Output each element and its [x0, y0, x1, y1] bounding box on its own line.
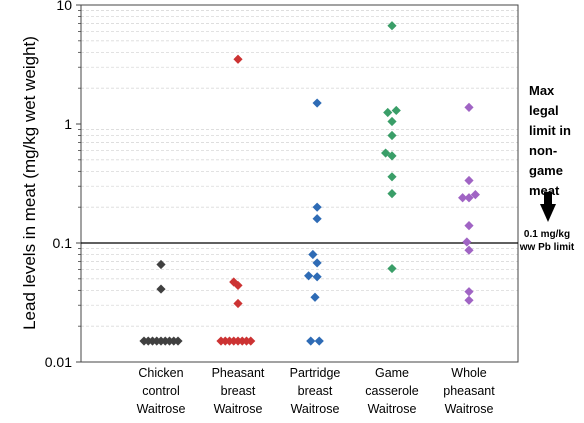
data-point	[312, 272, 322, 282]
x-category-label: Waitrose	[291, 402, 340, 416]
data-point	[387, 21, 397, 31]
data-point	[464, 287, 474, 297]
data-point	[173, 336, 183, 346]
data-point	[156, 259, 166, 270]
y-axis-label: Lead levels in meat (mg/kg wet weight)	[20, 36, 39, 330]
x-category-label: breast	[298, 384, 333, 398]
data-points	[139, 21, 480, 346]
x-category-label: Partridge	[290, 366, 341, 380]
data-point	[464, 175, 474, 186]
data-point	[464, 102, 474, 112]
x-category-label: Waitrose	[137, 402, 186, 416]
data-point	[462, 237, 472, 247]
data-point	[246, 336, 256, 346]
x-category-label: casserole	[365, 384, 419, 398]
data-point	[312, 98, 322, 108]
x-axis-categories: Chicken control Waitrose Pheasant breast Wait…	[137, 366, 496, 416]
x-category-label: Waitrose	[214, 402, 263, 416]
data-point	[383, 107, 393, 118]
y-tick-label: 0.1	[53, 235, 73, 251]
data-point	[387, 189, 397, 199]
annotation-line-5: game	[529, 163, 563, 178]
x-category-label: pheasant	[443, 384, 495, 398]
down-arrow-icon	[540, 192, 556, 222]
data-point	[387, 172, 397, 182]
data-point	[458, 193, 468, 203]
data-point	[229, 277, 239, 287]
y-tick-label: 10	[56, 0, 72, 13]
annotation-line-4: non-	[529, 143, 557, 158]
x-category-label: Whole	[451, 366, 486, 380]
data-point	[233, 54, 243, 64]
x-category-label: Chicken	[138, 366, 183, 380]
data-point	[306, 336, 316, 346]
data-point	[156, 284, 166, 294]
data-point	[233, 298, 243, 309]
x-category-label: Waitrose	[445, 402, 494, 416]
data-point	[312, 214, 322, 224]
data-point	[312, 202, 322, 212]
annotation-line-2: legal	[529, 103, 559, 118]
data-point	[233, 280, 243, 291]
x-category-label: Pheasant	[212, 366, 265, 380]
data-point	[304, 271, 314, 281]
annotation-line-1: Max	[529, 83, 555, 98]
x-category-label: Waitrose	[368, 402, 417, 416]
data-point	[308, 249, 318, 260]
annotation-line-6: meat	[529, 183, 560, 198]
plot-frame	[80, 4, 519, 363]
annotation-line-3: limit in	[529, 123, 571, 138]
data-point	[387, 263, 397, 274]
data-point	[470, 190, 480, 200]
x-category-label: control	[142, 384, 180, 398]
gridlines	[81, 10, 518, 327]
y-tick-label: 0.01	[45, 354, 72, 370]
y-tick-label: 1	[64, 116, 72, 132]
limit-line-2: ww Pb limit	[519, 242, 575, 253]
data-point	[312, 258, 322, 268]
data-point	[464, 295, 474, 305]
y-axis-ticks: 0.01 0.1 1 10	[45, 0, 81, 370]
data-point	[387, 151, 397, 161]
data-point	[464, 245, 474, 255]
data-point	[464, 221, 474, 231]
legal-limit-annotation: Max legal limit in non- game meat 0.1 mg…	[519, 83, 575, 253]
data-point	[464, 193, 474, 203]
data-point	[387, 116, 397, 127]
limit-line-1: 0.1 mg/kg	[524, 229, 570, 240]
data-point	[314, 336, 324, 346]
data-point	[310, 292, 320, 302]
data-point	[387, 130, 397, 141]
x-category-label: breast	[221, 384, 256, 398]
data-point	[391, 105, 401, 116]
x-category-label: Game	[375, 366, 409, 380]
